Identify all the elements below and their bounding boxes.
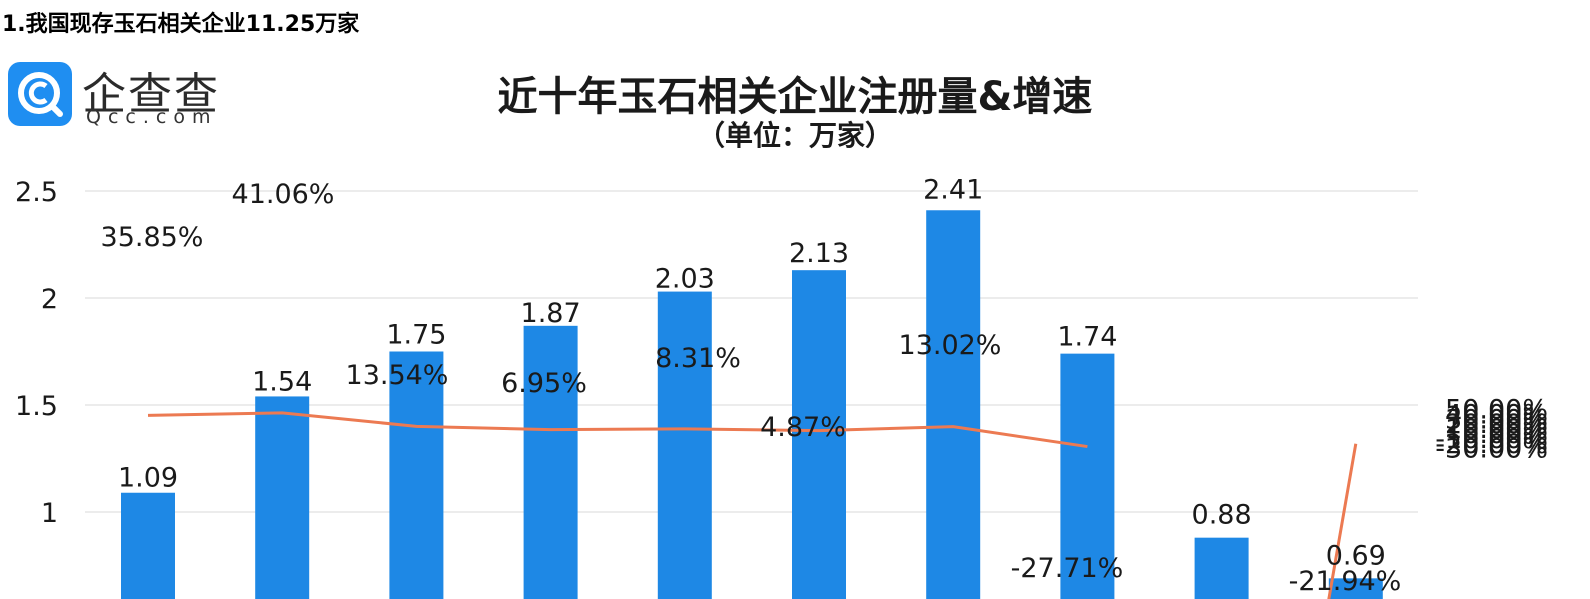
qcc-logo: 企查查 Qcc.com <box>8 62 228 134</box>
y-tick-label: 1 <box>41 498 58 529</box>
growth-line <box>147 411 1088 449</box>
chart-subtitle: （单位：万家） <box>696 119 893 152</box>
bar <box>926 210 981 599</box>
growth-value-label: 41.06% <box>232 179 335 210</box>
bar <box>523 325 578 599</box>
bar <box>1328 578 1383 599</box>
chart-title: 近十年玉石相关企业注册量&增速 <box>497 74 1093 120</box>
bar <box>255 396 310 599</box>
y2-tick-label: 0.00% <box>1462 419 1548 450</box>
y2-tick-label: 40.00% <box>1445 399 1548 430</box>
y2-tick-label: 10.00% <box>1445 414 1548 445</box>
y2-tick-label: 30.00% <box>1445 404 1548 435</box>
logo-domain: Qcc.com <box>86 106 218 128</box>
bar-value-label: 0.88 <box>1192 500 1252 531</box>
growth-line-tail <box>1327 443 1358 599</box>
bar <box>657 291 712 599</box>
bar <box>121 492 175 599</box>
section-heading: 1.我国现存玉石相关企业11.25万家 <box>2 12 360 37</box>
bar-value-label: 1.09 <box>118 463 178 494</box>
bar-value-label: 2.03 <box>655 264 715 295</box>
growth-value-label: 13.02% <box>899 330 1002 361</box>
bar-value-label: 0.69 <box>1326 540 1386 571</box>
y-tick-label: 2 <box>41 284 58 315</box>
y2-tick-label: 20.00% <box>1445 409 1548 440</box>
bar-value-label: 2.13 <box>789 238 849 269</box>
y2-tick-label: -30.00% <box>1435 434 1548 465</box>
bar-value-label: 1.87 <box>521 298 581 329</box>
y-tick-label: 2.5 <box>15 177 58 208</box>
bar <box>1060 353 1115 599</box>
growth-value-label: 4.87% <box>760 412 846 443</box>
bar <box>1194 537 1249 599</box>
bar-value-label: 1.75 <box>386 320 446 351</box>
growth-value-label: 8.31% <box>655 343 741 374</box>
y2-tick-label: 50.00% <box>1445 395 1548 426</box>
logo-name: 企查查 <box>82 69 220 120</box>
growth-value-label: 6.95% <box>501 368 587 399</box>
qcc-logo-icon <box>8 62 72 126</box>
bar-value-label: 1.54 <box>252 366 312 397</box>
growth-value-label: -27.71% <box>1011 553 1124 584</box>
growth-value-label: 35.85% <box>101 222 204 253</box>
bar-value-label: 1.74 <box>1057 322 1117 353</box>
bar <box>389 351 444 599</box>
bar-value-label: 2.41 <box>923 174 983 205</box>
y2-tick-label: -10.00% <box>1435 424 1548 455</box>
bar <box>792 270 846 599</box>
y2-tick-label: -20.00% <box>1435 429 1548 460</box>
growth-value-label: -21.94% <box>1289 566 1402 597</box>
growth-value-label: 13.54% <box>346 360 449 391</box>
y-tick-label: 1.5 <box>15 391 58 422</box>
